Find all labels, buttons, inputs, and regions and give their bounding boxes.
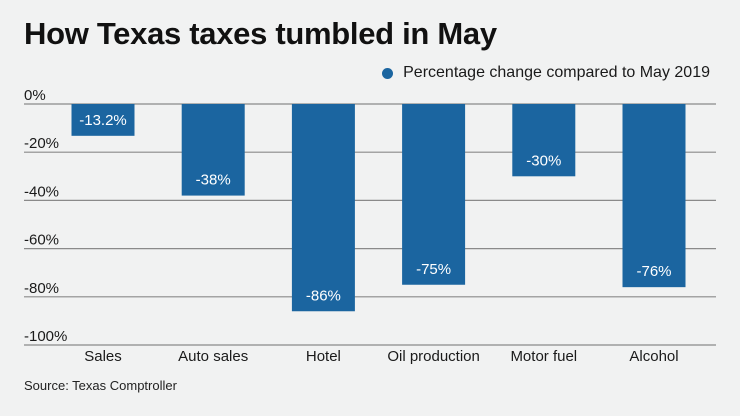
- y-tick-label: -20%: [24, 135, 59, 152]
- bar: [622, 104, 686, 288]
- data-label: -38%: [196, 172, 231, 189]
- data-label: -30%: [526, 152, 561, 169]
- data-label: -76%: [636, 263, 671, 280]
- y-tick-label: -60%: [24, 232, 59, 249]
- x-tick-label: Motor fuel: [510, 348, 577, 365]
- bar: [291, 104, 355, 312]
- data-label: -75%: [416, 261, 451, 278]
- x-tick-label: Hotel: [306, 348, 341, 365]
- legend-marker-icon: [382, 67, 394, 79]
- x-tick-label: Alcohol: [629, 348, 678, 365]
- x-tick-label: Auto sales: [178, 348, 248, 365]
- y-tick-label: 0%: [24, 87, 46, 104]
- x-tick-label: Oil production: [387, 348, 480, 365]
- legend: Percentage change compared to May 2019: [382, 64, 710, 82]
- bar: [512, 104, 576, 177]
- source-note: Source: Texas Comptroller: [24, 378, 177, 393]
- bar: [402, 104, 466, 285]
- x-tick-label: Sales: [84, 348, 122, 365]
- bar: [181, 104, 245, 196]
- bar: [71, 104, 135, 136]
- data-label: -13.2%: [79, 112, 127, 129]
- data-label: -86%: [306, 287, 341, 304]
- legend-label: Percentage change compared to May 2019: [403, 64, 710, 81]
- chart-title: How Texas taxes tumbled in May: [24, 16, 497, 51]
- y-tick-label: -40%: [24, 183, 59, 200]
- y-tick-label: -80%: [24, 280, 59, 297]
- y-tick-label: -100%: [24, 328, 67, 345]
